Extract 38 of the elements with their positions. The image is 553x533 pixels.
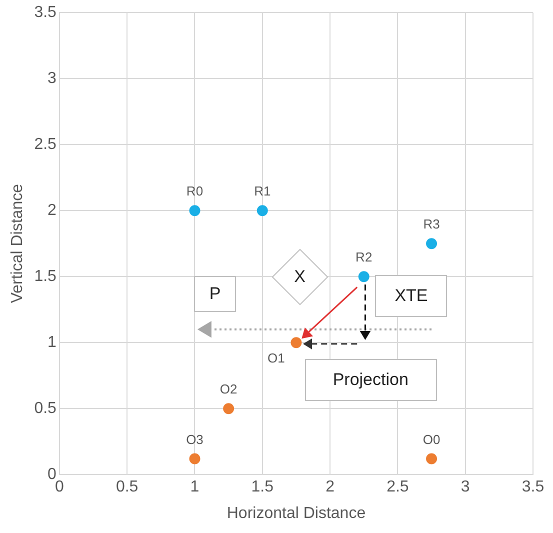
point bbox=[256, 205, 268, 216]
point bbox=[426, 238, 438, 250]
x-tick-label: 0.5 bbox=[116, 478, 138, 496]
y-tick-label: 1.5 bbox=[34, 268, 57, 286]
text-box: Projection bbox=[304, 358, 437, 401]
x-tick-label: 3 bbox=[460, 478, 470, 496]
text-box: X bbox=[272, 248, 329, 305]
annotation: O3 bbox=[186, 432, 204, 447]
text-box: P bbox=[194, 276, 236, 312]
point bbox=[426, 453, 438, 464]
annotation: R1 bbox=[254, 184, 271, 199]
y-tick-label: 0.5 bbox=[34, 400, 57, 418]
y-tick-label: 3.5 bbox=[34, 4, 57, 22]
point bbox=[189, 205, 200, 216]
x-axis-title: Horizontal Distance bbox=[226, 504, 366, 522]
y-tick-label: 1 bbox=[48, 334, 57, 352]
x-tick-label: 1.5 bbox=[251, 478, 274, 496]
annotation: R3 bbox=[423, 216, 440, 232]
point bbox=[223, 403, 234, 414]
point bbox=[358, 271, 370, 282]
x-tick-label: 2.5 bbox=[386, 478, 409, 496]
annotation: O1 bbox=[268, 350, 285, 366]
point bbox=[290, 337, 302, 348]
annotation: X bbox=[294, 266, 306, 287]
x-tick-label: 2 bbox=[326, 478, 335, 496]
annotation: R2 bbox=[356, 250, 372, 265]
annotation: O0 bbox=[422, 432, 440, 447]
x-tick-label: 3.5 bbox=[522, 478, 544, 496]
y-axis-title: Vertical Distance bbox=[9, 184, 26, 304]
y-tick-label: 2 bbox=[48, 202, 57, 220]
y-tick-label: 3 bbox=[48, 70, 57, 88]
x-tick-label: 1 bbox=[190, 478, 200, 496]
y-tick-label: 0 bbox=[48, 466, 57, 484]
annotation: R0 bbox=[186, 184, 204, 199]
annotation: O2 bbox=[220, 382, 238, 397]
y-tick-label: 2.5 bbox=[34, 136, 57, 154]
text-box: XTE bbox=[375, 275, 448, 318]
point bbox=[189, 453, 200, 464]
